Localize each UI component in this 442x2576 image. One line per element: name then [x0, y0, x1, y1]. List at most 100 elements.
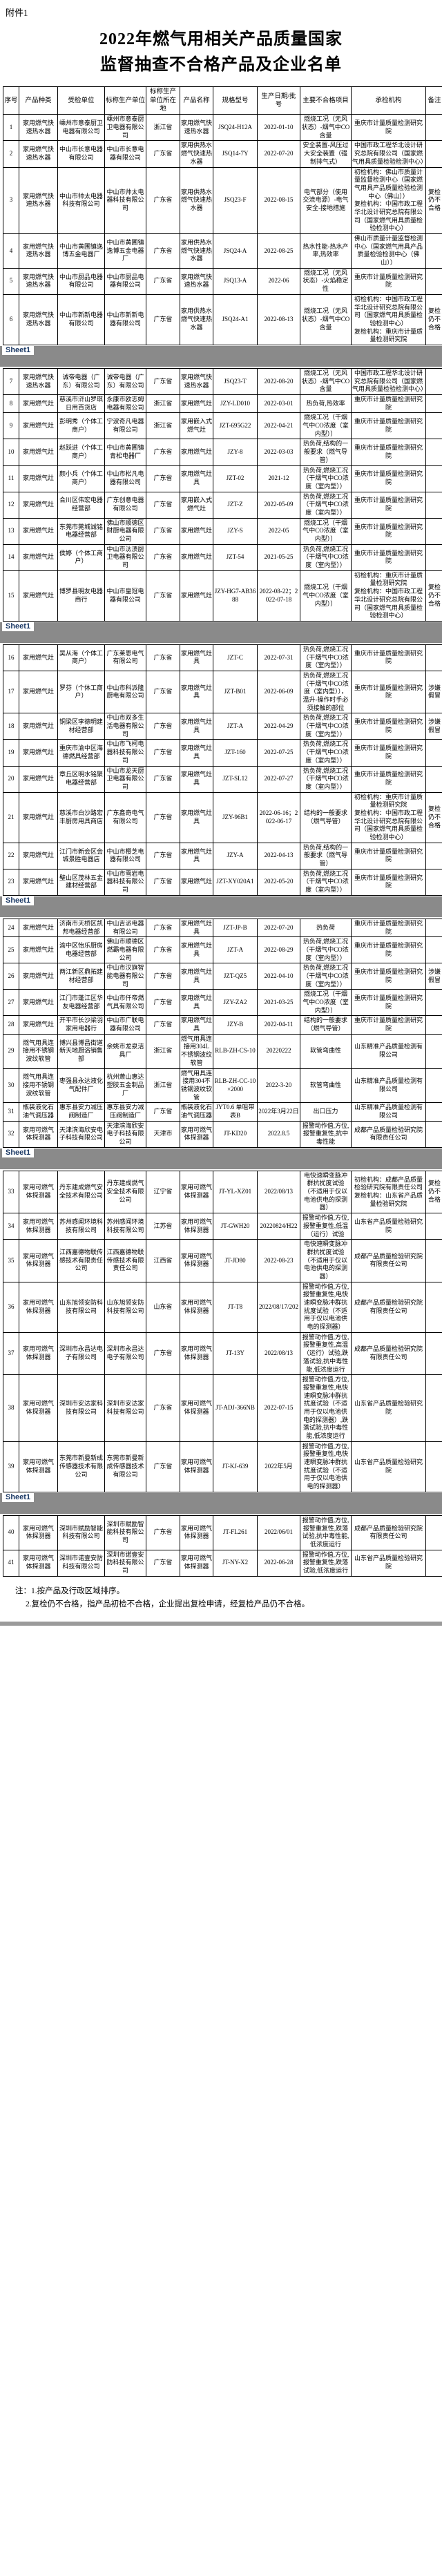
cell-remark: [425, 439, 442, 466]
cell-agency: 成都产品质量检验研究院有限责任公司: [351, 1120, 426, 1148]
cell-producer: 广东创意电器有限公司: [104, 491, 146, 519]
cell-region: 广东省: [146, 936, 180, 964]
cell-inspected-unit: 博罗县明友电器商行: [57, 570, 105, 622]
sheet-tab[interactable]: Sheet1: [2, 1148, 35, 1157]
table-row: 17 家用燃气灶 罗芬（个体工商户） 中山市科派隆厨电有限公司 广东省 家用燃气灶具 JZT…: [3, 670, 442, 714]
cell-producer: 东莞市新曼新成传感器技术有限公司: [104, 1441, 146, 1492]
cell-remark: 复检仍不合格: [425, 294, 442, 345]
cell-agency: 初检机构：重庆市计量质量检测研究院 复检机构：中国市政工程华北设计研究总院有限公…: [351, 570, 426, 622]
cell-region: 广东省: [146, 1374, 180, 1442]
cell-no: 5: [3, 267, 19, 295]
cell-producer: 中山市双多生活电器有限公司: [104, 713, 146, 740]
cell-category: 家用燃气快速热水器: [19, 233, 58, 269]
cell-batch: 2021-12: [257, 465, 300, 492]
cell-producer: 诚帝电器（广东）有限公司: [104, 367, 146, 396]
cell-region: 广东省: [146, 233, 180, 269]
sheet-tab[interactable]: Sheet1: [2, 1492, 35, 1502]
cell-batch: 2021-03-25: [257, 989, 300, 1017]
cell-category: 家用燃气灶: [19, 791, 58, 843]
cell-product-name: 家用燃气灶: [180, 570, 213, 622]
cell-remark: [425, 1515, 442, 1550]
cell-region: 广东省: [146, 644, 180, 671]
cell-product-name: 家用燃气灶具: [180, 963, 213, 990]
table-header-row: 序号 产品种类 受检单位 标称生产单位 标称生产单位所在地 产品名称 规格型号 生产日期/批号…: [3, 86, 442, 115]
cell-defects: 燃烧工况（干烟气中CO浓度（室内型））: [300, 570, 352, 622]
cell-batch: 2022-04-11: [257, 1015, 300, 1035]
cell-category: 燃气用具连接用不锈钢波纹软管: [19, 1068, 58, 1104]
cell-category: 家用燃气灶: [19, 439, 58, 466]
cell-remark: [425, 1015, 442, 1035]
document-page: 附件1 2022年燃气用相关产品质量国家 监督抽查不合格产品及企业名单 序号 产品…: [0, 6, 442, 1626]
cell-no: 22: [3, 842, 19, 869]
cell-agency: 佛山市质量计量监督检测中心（国家燃气用具产品质量检验检测中心（佛山））: [351, 233, 426, 269]
cell-defects: 热负荷,燃烧工况（干烟气中CO浓度（室内型））: [300, 739, 352, 767]
cell-producer: 山东旭领安防科技有限公司: [104, 1281, 146, 1333]
cell-no: 6: [3, 294, 19, 345]
cell-region: 广东省: [146, 713, 180, 740]
cell-agency: 重庆市计量质量检测研究院: [351, 1015, 426, 1035]
cell-model: JZT-QZ5: [213, 963, 258, 990]
cell-region: 广东省: [146, 670, 180, 714]
cell-remark: [425, 1441, 442, 1492]
cell-batch: 20220222: [257, 1033, 300, 1069]
cell-batch: 2022年5月: [257, 1441, 300, 1492]
cell-category: 家用燃气灶: [19, 765, 58, 793]
cell-product-name: 家用可燃气体探测器: [180, 1549, 213, 1577]
cell-agency: 重庆市计量质量检测研究院: [351, 989, 426, 1017]
cell-defects: 燃烧工况（无风状态）-烟气中CO含量: [300, 367, 352, 396]
cell-producer: 中山市飞柯电器科技有限公司: [104, 739, 146, 767]
cell-batch: 2022-08-23: [257, 1239, 300, 1282]
cell-agency: 重庆市计量质量检测研究院: [351, 412, 426, 440]
cell-batch: 2022-06-16；2022-06-17: [257, 791, 300, 843]
cell-batch: 2022-08-29: [257, 936, 300, 964]
cell-producer: 中山市帅太电器科技有限公司: [104, 166, 146, 235]
cell-agency: 中国市政工程华北设计研究总院有限公司（国家燃气用具质量检验检测中心）: [351, 367, 427, 396]
cell-batch: 2022-03-03: [257, 439, 300, 466]
cell-inspected-unit: 天津滨海欣安电子科技有限公司: [57, 1120, 105, 1148]
sheet-strip-bottom: [0, 1621, 442, 1626]
cell-model: JZT-Z: [213, 491, 258, 519]
cell-category: 家用燃气灶: [19, 465, 58, 492]
cell-agency: 重庆市计量质量检测研究院: [351, 739, 426, 767]
cell-defects: 热负荷,燃烧工况（干烟气中CO浓度（室内型））: [300, 963, 352, 990]
table-row: 25 家用燃气灶 渝中区怡乐厨房电器经营部 佛山市顺德区燃霸电器有限公司 广东省 家用燃气…: [3, 936, 442, 964]
cell-inspected-unit: 侯婷（个体工商户）: [57, 544, 105, 571]
cell-no: 14: [3, 544, 19, 571]
cell-no: 23: [3, 868, 19, 896]
cell-producer: 宁波奇凡电器有限公司: [104, 412, 146, 440]
cell-product-name: 家用燃气灶具: [180, 713, 213, 740]
cell-product-name: 家用燃气灶具: [180, 644, 213, 671]
cell-defects: 燃烧工况（干烟气中CO浓度（室内型））: [300, 989, 352, 1017]
column-header: 标称生产单位: [104, 86, 146, 115]
cell-batch: 2022-04-13: [257, 842, 300, 869]
cell-category: 家用燃气灶: [19, 412, 58, 440]
cell-batch: 2022-07-20: [257, 140, 300, 168]
table-row: 9 家用燃气灶 彭明秀（个体工商户） 宁波奇凡电器有限公司 浙江省 家用嵌入式燃气灶 JZT…: [3, 412, 442, 440]
cell-region: 广东省: [146, 1515, 180, 1550]
sheet-tab[interactable]: Sheet1: [2, 345, 35, 355]
cell-batch: 2022-05-20: [257, 868, 300, 896]
table-row: 27 家用燃气灶 江门市蓬江区华友电器经营部 中山市仟帝燃气具有限公司 广东省 家用燃气灶…: [3, 989, 442, 1017]
table-row: 2 家用燃气快速热水器 中山市长意电器有限公司 中山市长意电器有限公司 广东省 家用供热水…: [3, 140, 442, 168]
cell-defects: 电快速瞬变脉冲群抗扰度试验（不适用于仅以电池供电的探测器）: [300, 1239, 352, 1282]
cell-remark: [425, 868, 442, 896]
cell-agency: 重庆市计量质量检测研究院: [351, 394, 426, 414]
cell-product-name: 燃气用具连接用304L不锈钢波纹软管: [180, 1033, 213, 1069]
column-header: 产品名称: [180, 86, 213, 115]
cell-category: 家用燃气快速热水器: [19, 367, 58, 396]
cell-category: 家用可燃气体探测器: [19, 1515, 58, 1550]
cell-category: 家用可燃气体探测器: [19, 1120, 58, 1148]
cell-no: 25: [3, 936, 19, 964]
cell-defects: 热负荷,燃烧工况（干烟气中CO浓度（室内型））: [300, 713, 352, 740]
cell-defects: 电气部分（使用交流电源）-电气安全-接地措施: [300, 166, 352, 235]
cell-no: 36: [3, 1281, 19, 1333]
cell-no: 27: [3, 989, 19, 1017]
cell-remark: [425, 465, 442, 492]
cell-region: 广东省: [146, 439, 180, 466]
sheet-tab[interactable]: Sheet1: [2, 622, 35, 631]
cell-product-name: 家用燃气灶具: [180, 936, 213, 964]
cell-product-name: 燃气用具连接用304不锈钢波纹软管: [180, 1068, 213, 1104]
sheet-tab[interactable]: Sheet1: [2, 896, 35, 905]
table-row: 15 家用燃气灶 博罗县明友电器商行 中山市皇冠电器有限公司 广东省 家用燃气灶 JZY-H…: [3, 570, 442, 622]
cell-model: JSQ23-T: [213, 367, 258, 396]
